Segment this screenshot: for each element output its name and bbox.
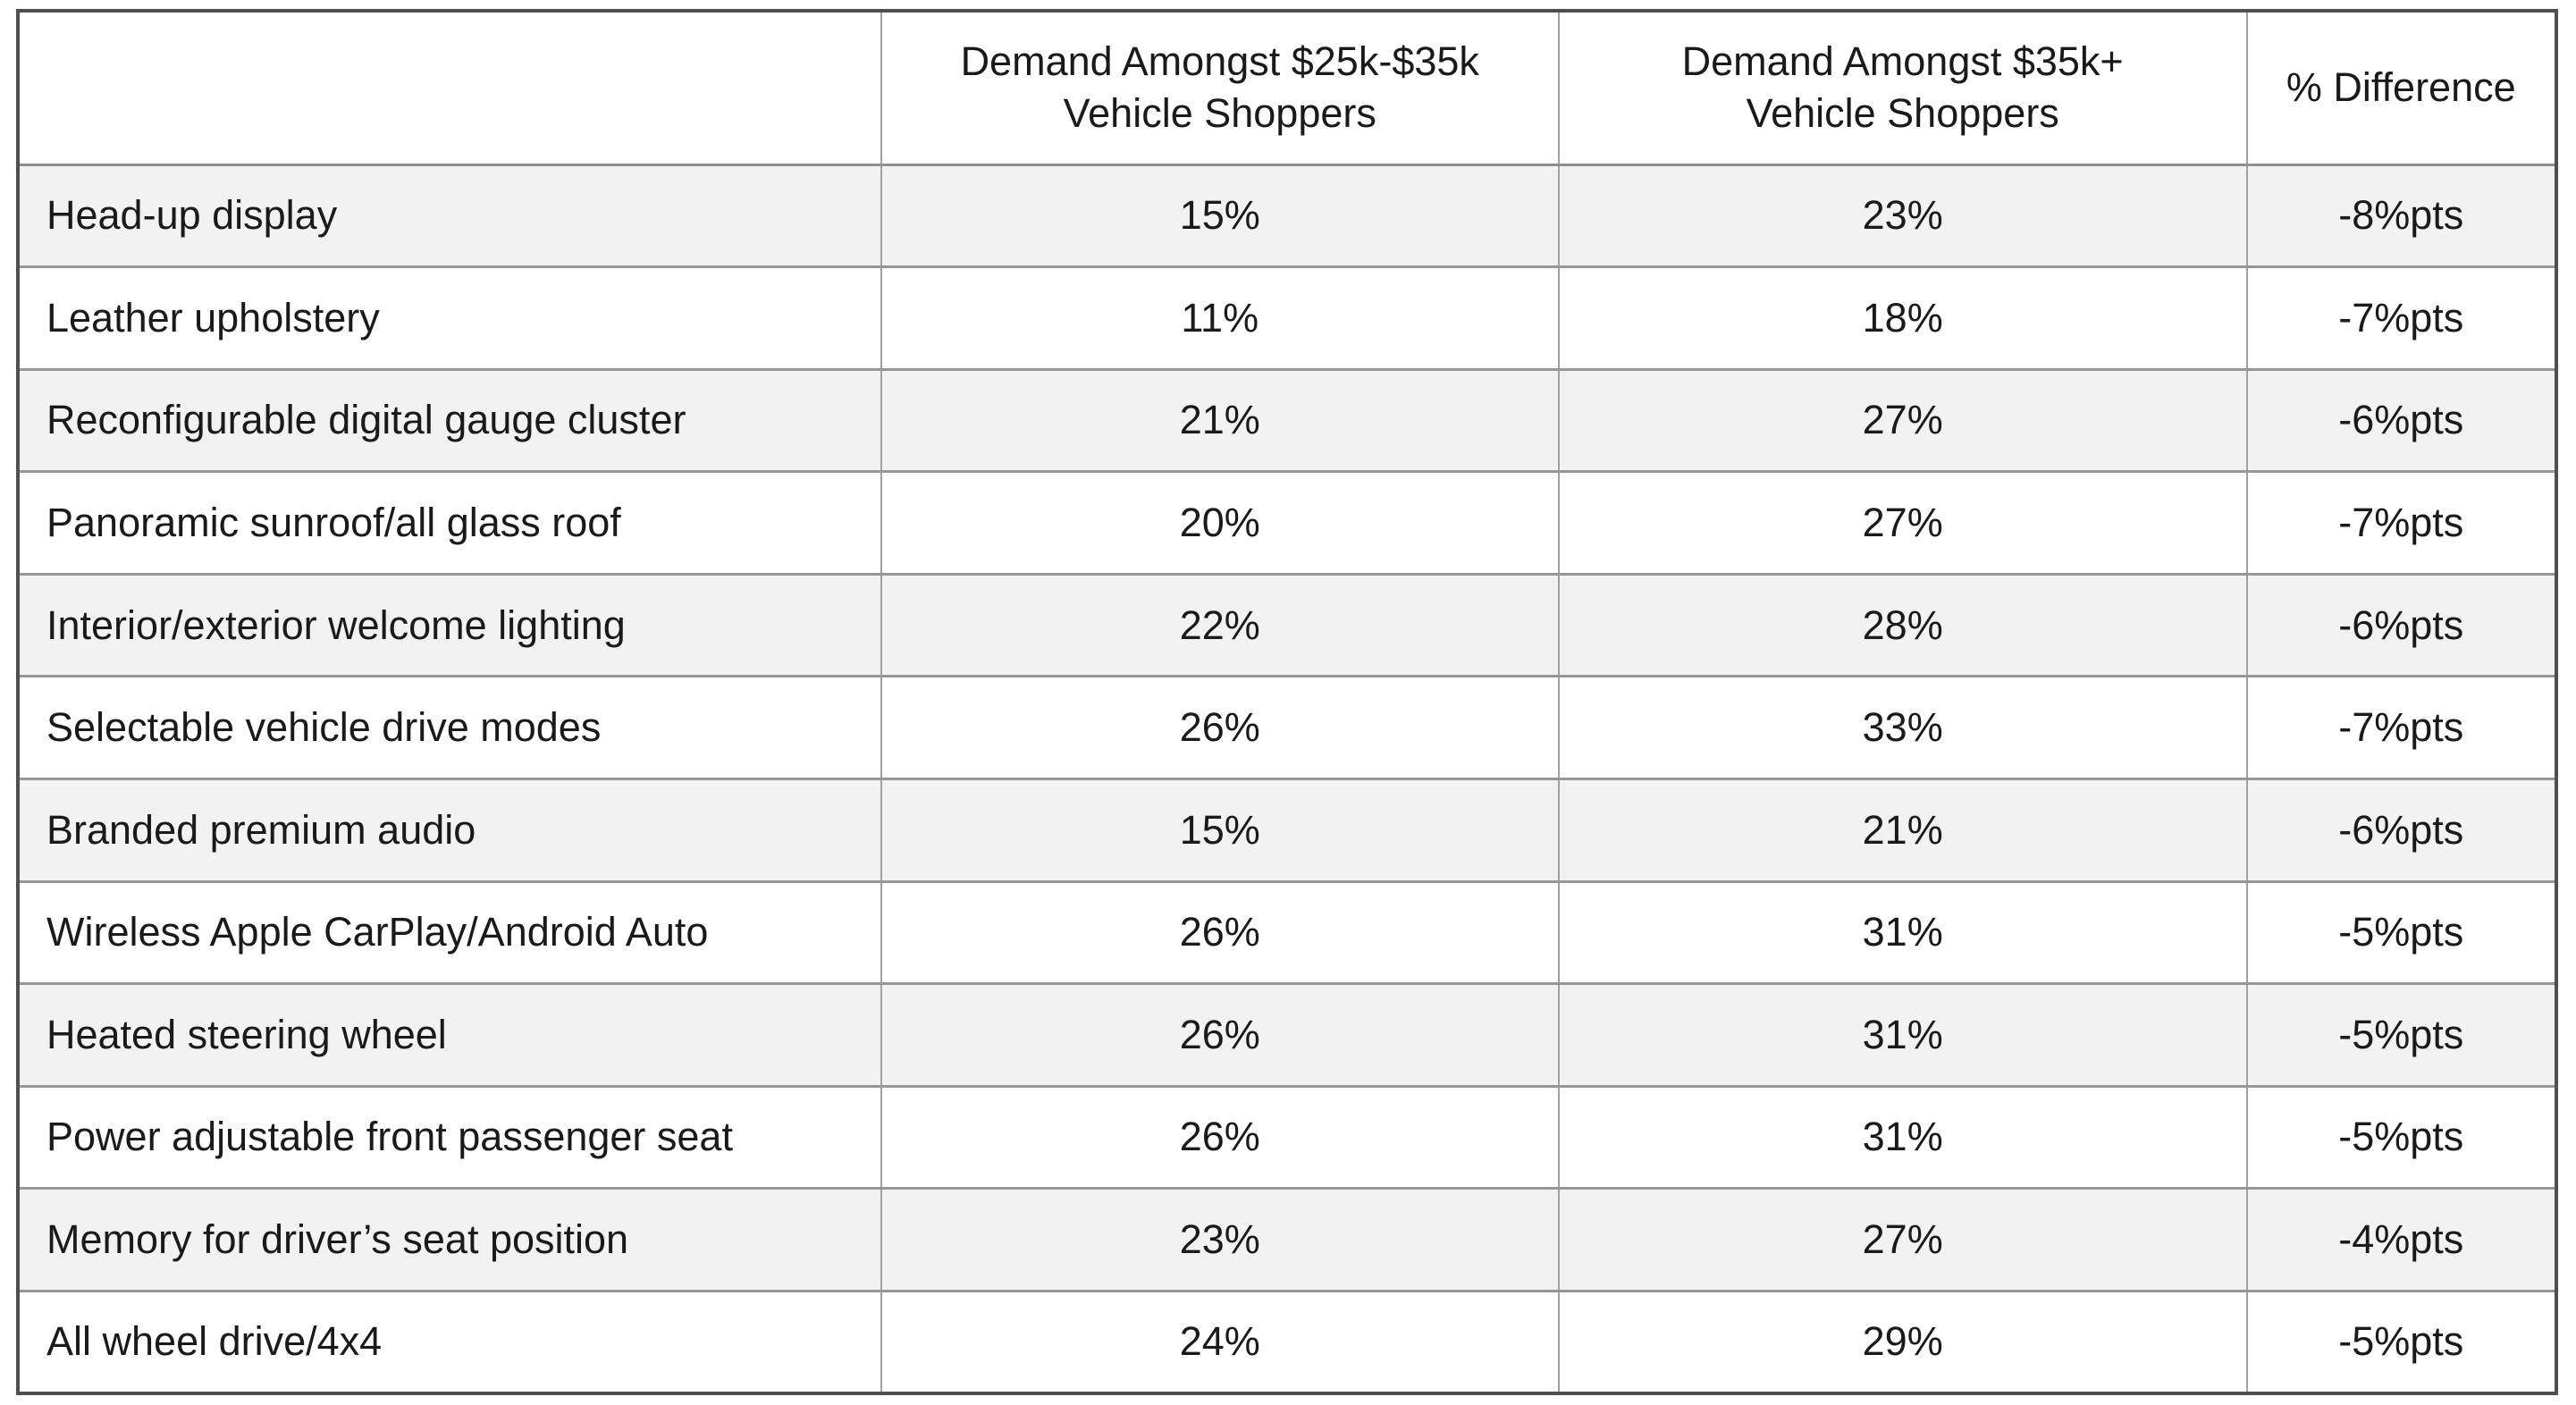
header-demand-35k-plus-line1: Demand Amongst $35k+ xyxy=(1681,38,2124,84)
demand-35k-plus-value: 31% xyxy=(1557,982,2248,1088)
demand-35k-plus-value: 31% xyxy=(1557,1084,2248,1190)
demand-25k-35k-value: 26% xyxy=(880,1084,1560,1190)
demand-35k-plus-value: 27% xyxy=(1557,367,2248,473)
feature-label: Reconfigurable digital gauge cluster xyxy=(17,367,882,473)
demand-35k-plus-value: 28% xyxy=(1557,572,2248,677)
feature-label: Branded premium audio xyxy=(17,777,882,883)
feature-label: Interior/exterior welcome lighting xyxy=(17,572,882,677)
table-row: Heated steering wheel 26% 31% -5%pts xyxy=(17,982,2557,1088)
difference-value: -5%pts xyxy=(2245,1084,2557,1190)
feature-label: Power adjustable front passenger seat xyxy=(17,1084,882,1190)
table-row: Wireless Apple CarPlay/Android Auto 26% … xyxy=(17,879,2557,985)
header-demand-35k-plus: Demand Amongst $35k+ Vehicle Shoppers xyxy=(1557,10,2248,166)
table-row: All wheel drive/4x4 24% 29% -5%pts xyxy=(17,1289,2557,1394)
demand-25k-35k-value: 24% xyxy=(880,1289,1560,1394)
table-row: Leather upholstery 11% 18% -7%pts xyxy=(17,265,2557,371)
demand-25k-35k-value: 26% xyxy=(880,982,1560,1088)
difference-value: -7%pts xyxy=(2245,675,2557,780)
feature-label: Leather upholstery xyxy=(17,265,882,371)
feature-label: Memory for driver’s seat position xyxy=(17,1187,882,1292)
demand-35k-plus-value: 23% xyxy=(1557,163,2248,268)
header-demand-25k-35k: Demand Amongst $25k-$35k Vehicle Shopper… xyxy=(880,10,1560,166)
demand-25k-35k-value: 23% xyxy=(880,1187,1560,1292)
demand-25k-35k-value: 22% xyxy=(880,572,1560,677)
feature-demand-table: Demand Amongst $25k-$35k Vehicle Shopper… xyxy=(16,9,2558,1395)
table-row: Power adjustable front passenger seat 26… xyxy=(17,1084,2557,1190)
demand-25k-35k-value: 15% xyxy=(880,163,1560,268)
demand-25k-35k-value: 11% xyxy=(880,265,1560,371)
difference-value: -8%pts xyxy=(2245,163,2557,268)
demand-35k-plus-value: 18% xyxy=(1557,265,2248,371)
header-feature-blank xyxy=(17,10,882,166)
demand-35k-plus-value: 27% xyxy=(1557,470,2248,576)
demand-25k-35k-value: 21% xyxy=(880,367,1560,473)
demand-35k-plus-value: 31% xyxy=(1557,879,2248,985)
table-row: Branded premium audio 15% 21% -6%pts xyxy=(17,777,2557,883)
header-percent-difference: % Difference xyxy=(2245,10,2557,166)
difference-value: -5%pts xyxy=(2245,879,2557,985)
difference-value: -5%pts xyxy=(2245,1289,2557,1394)
demand-35k-plus-value: 21% xyxy=(1557,777,2248,883)
feature-label: Head-up display xyxy=(17,163,882,268)
header-row: Demand Amongst $25k-$35k Vehicle Shopper… xyxy=(17,10,2557,166)
table-row: Selectable vehicle drive modes 26% 33% -… xyxy=(17,675,2557,780)
header-percent-difference-line1: % Difference xyxy=(2286,64,2516,110)
header-demand-25k-35k-line2: Vehicle Shoppers xyxy=(1063,90,1376,137)
table-row: Panoramic sunroof/all glass roof 20% 27%… xyxy=(17,470,2557,576)
demand-35k-plus-value: 33% xyxy=(1557,675,2248,780)
difference-value: -7%pts xyxy=(2245,470,2557,576)
difference-value: -5%pts xyxy=(2245,982,2557,1088)
difference-value: -6%pts xyxy=(2245,777,2557,883)
demand-35k-plus-value: 27% xyxy=(1557,1187,2248,1292)
difference-value: -7%pts xyxy=(2245,265,2557,371)
header-demand-25k-35k-line1: Demand Amongst $25k-$35k xyxy=(960,38,1479,84)
demand-25k-35k-value: 15% xyxy=(880,777,1560,883)
table-row: Interior/exterior welcome lighting 22% 2… xyxy=(17,572,2557,677)
demand-35k-plus-value: 29% xyxy=(1557,1289,2248,1394)
demand-25k-35k-value: 26% xyxy=(880,675,1560,780)
feature-label: Wireless Apple CarPlay/Android Auto xyxy=(17,879,882,985)
table-row: Memory for driver’s seat position 23% 27… xyxy=(17,1187,2557,1292)
feature-label: All wheel drive/4x4 xyxy=(17,1289,882,1394)
difference-value: -6%pts xyxy=(2245,572,2557,677)
header-demand-35k-plus-line2: Vehicle Shoppers xyxy=(1746,90,2059,137)
feature-label: Panoramic sunroof/all glass roof xyxy=(17,470,882,576)
feature-label: Selectable vehicle drive modes xyxy=(17,675,882,780)
table-row: Reconfigurable digital gauge cluster 21%… xyxy=(17,367,2557,473)
feature-label: Heated steering wheel xyxy=(17,982,882,1088)
demand-25k-35k-value: 26% xyxy=(880,879,1560,985)
table-row: Head-up display 15% 23% -8%pts xyxy=(17,163,2557,268)
difference-value: -4%pts xyxy=(2245,1187,2557,1292)
difference-value: -6%pts xyxy=(2245,367,2557,473)
demand-25k-35k-value: 20% xyxy=(880,470,1560,576)
